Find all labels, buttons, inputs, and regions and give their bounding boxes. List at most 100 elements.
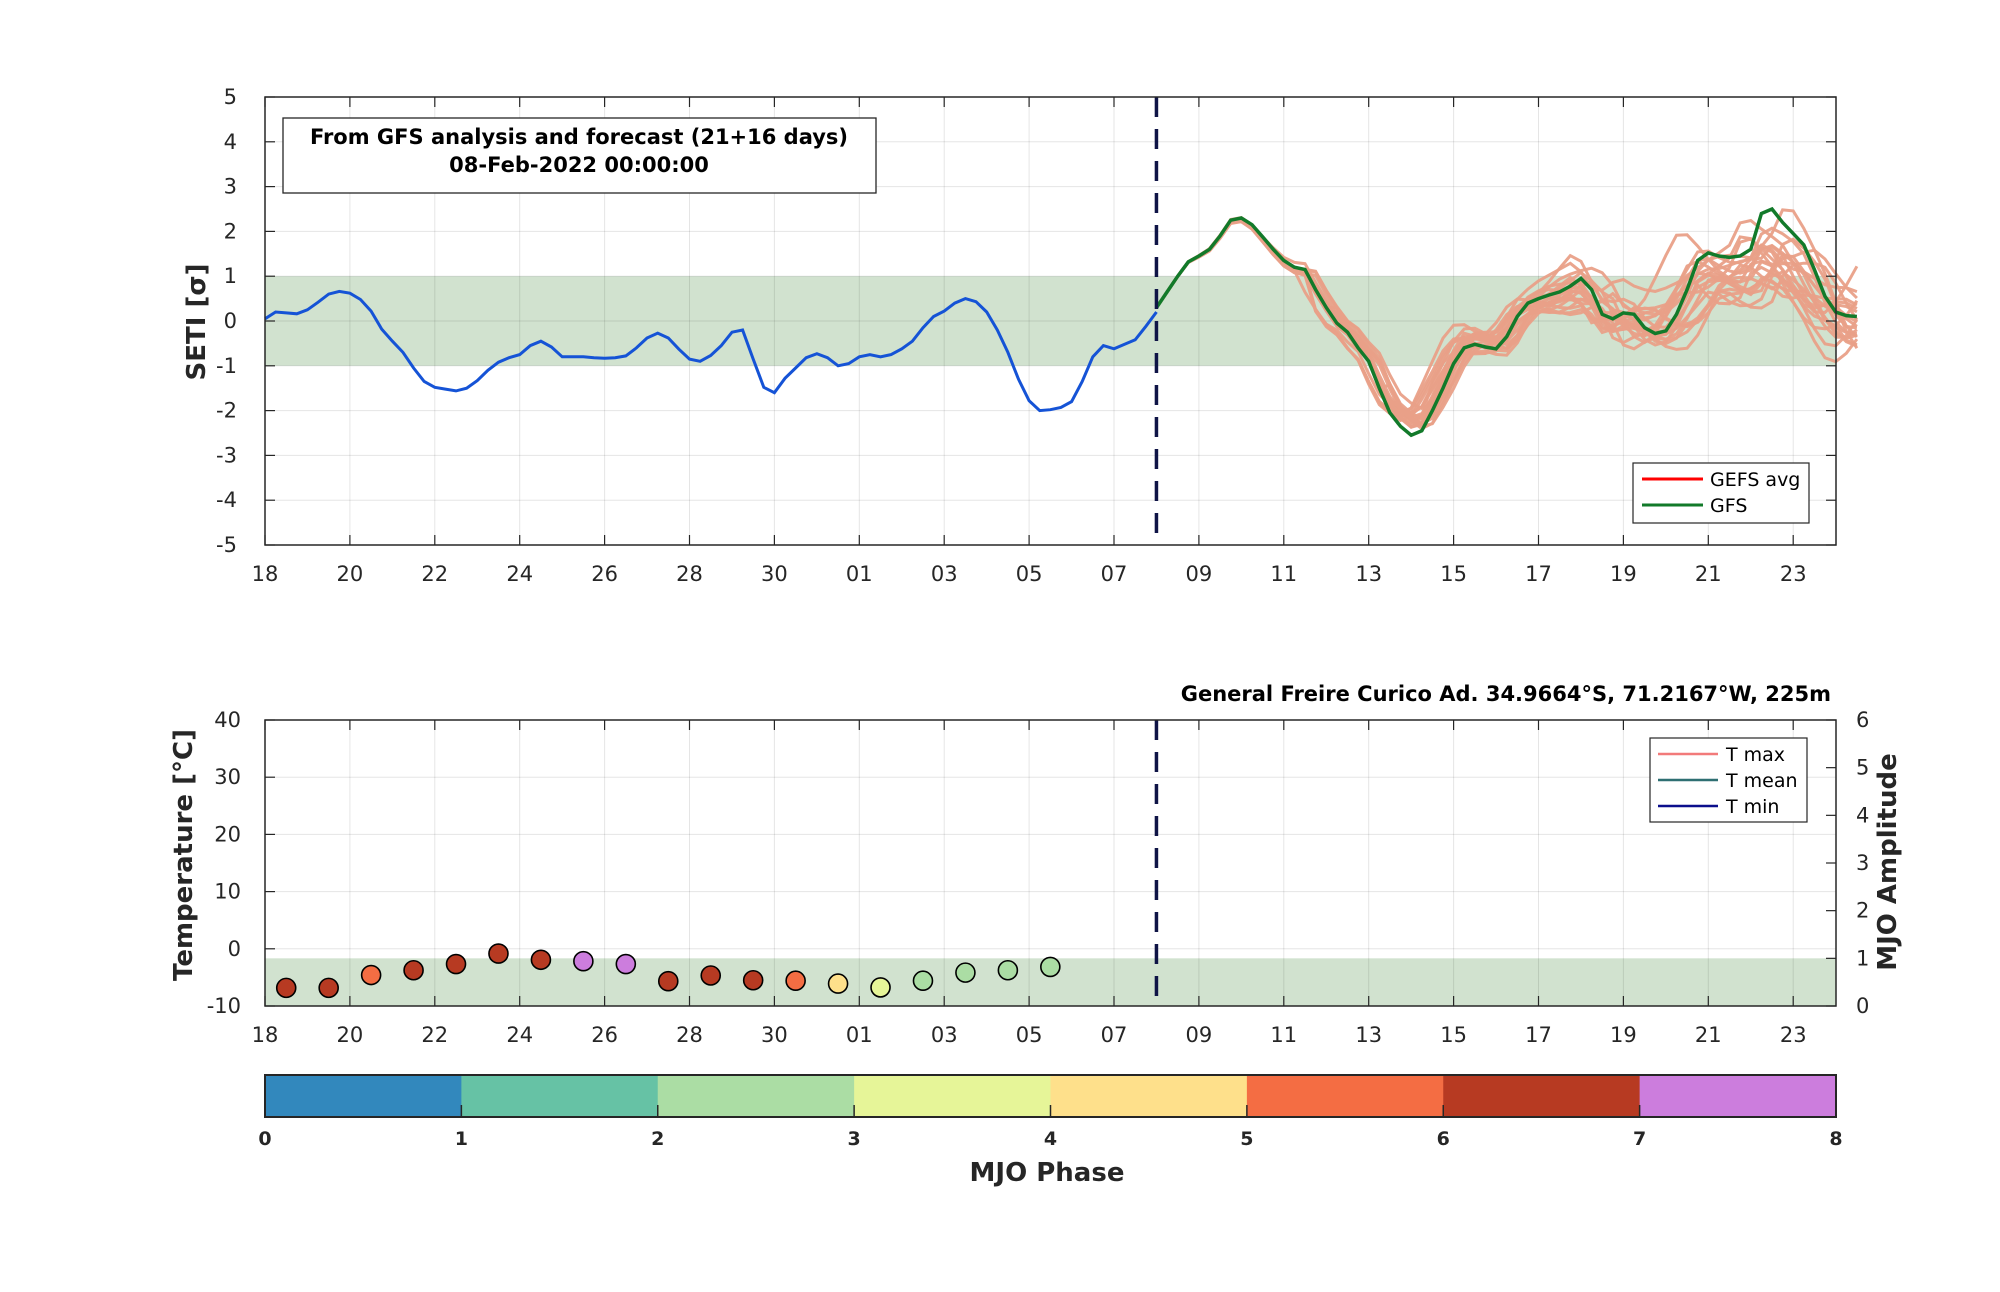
colorbar-tick-label: 5 bbox=[1240, 1128, 1253, 1150]
seti-xtick-label: 24 bbox=[506, 562, 533, 586]
mjo-amplitude-tick-label: 4 bbox=[1856, 803, 1869, 827]
mjo-phase-point bbox=[488, 943, 509, 964]
seti-xtick-label: 15 bbox=[1440, 562, 1467, 586]
colorbar-segment-phase-4 bbox=[854, 1075, 1051, 1117]
info-box-line-2: 08-Feb-2022 00:00:00 bbox=[449, 153, 709, 177]
seti-xtick-label: 18 bbox=[252, 562, 279, 586]
seti-xtick-label: 21 bbox=[1695, 562, 1722, 586]
mjo-amplitude-tick-label: 6 bbox=[1856, 708, 1869, 732]
temperature-xtick-label: 13 bbox=[1355, 1023, 1382, 1047]
mjo-phase-point bbox=[955, 962, 976, 983]
seti-xtick-label: 19 bbox=[1610, 562, 1637, 586]
legend-tmax-label: T max bbox=[1725, 744, 1785, 766]
temperature-ytick-label: 20 bbox=[214, 822, 241, 846]
seti-y-ticks: -5 -4 -3 -2 -1 0 1 2 3 4 5 bbox=[216, 85, 1836, 557]
gefs-member-line bbox=[1155, 218, 1859, 425]
seti-xtick-label: 07 bbox=[1101, 562, 1128, 586]
seti-ytick-label: 4 bbox=[224, 130, 237, 154]
mjo-phase-point bbox=[997, 959, 1019, 981]
seti-x-ticks: 18 20 22 24 26 28 30 01 03 05 07 09 11 13 15 17 19 21 23 bbox=[252, 97, 1807, 586]
seti-ytick-label: 0 bbox=[224, 309, 237, 333]
mjo-phase-point bbox=[742, 969, 764, 991]
mjo-amplitude-tick-label: 5 bbox=[1856, 756, 1869, 780]
temperature-xtick-label: 24 bbox=[506, 1023, 533, 1047]
info-box: From GFS analysis and forecast (21+16 da… bbox=[282, 117, 877, 194]
mjo-phase-point bbox=[870, 977, 891, 998]
colorbar-segment-phase-2 bbox=[461, 1075, 659, 1117]
colorbar-tick-label: 3 bbox=[848, 1128, 861, 1150]
seti-xtick-label: 23 bbox=[1780, 562, 1807, 586]
colorbar-tick-label: 0 bbox=[258, 1128, 271, 1150]
seti-xtick-label: 13 bbox=[1355, 562, 1382, 586]
mjo-phase-point bbox=[530, 949, 552, 971]
legend-tmean-label: T mean bbox=[1725, 770, 1798, 792]
colorbar-tick-label: 4 bbox=[1044, 1128, 1057, 1150]
temperature-xtick-label: 03 bbox=[931, 1023, 958, 1047]
mjo-phase-point bbox=[403, 959, 424, 981]
mjo-phase-colorbar: 0 1 2 3 4 5 6 7 8 MJO Phase bbox=[258, 1074, 1843, 1188]
colorbar-tick-label: 6 bbox=[1437, 1128, 1450, 1150]
seti-ytick-label: 1 bbox=[224, 264, 237, 288]
temperature-y-axis-label: Temperature [°C] bbox=[169, 729, 199, 981]
seti-y-axis-label: SETI [σ] bbox=[182, 264, 212, 381]
colorbar-segments bbox=[265, 1075, 1837, 1117]
info-box-line-1: From GFS analysis and forecast (21+16 da… bbox=[310, 125, 848, 149]
colorbar-tick-label: 2 bbox=[651, 1128, 664, 1150]
seti-xtick-label: 30 bbox=[761, 562, 788, 586]
mjo-phase-point bbox=[700, 965, 722, 986]
temperature-xtick-label: 09 bbox=[1186, 1023, 1213, 1047]
seti-xtick-label: 11 bbox=[1270, 562, 1297, 586]
colorbar-ticks: 0 1 2 3 4 5 6 7 8 bbox=[258, 1105, 1843, 1150]
colorbar-segment-phase-3 bbox=[657, 1075, 855, 1117]
temperature-xtick-label: 30 bbox=[761, 1023, 788, 1047]
colorbar-segment-phase-6 bbox=[1246, 1075, 1444, 1117]
seti-ytick-label: -3 bbox=[216, 443, 237, 467]
temperature-xtick-label: 05 bbox=[1016, 1023, 1043, 1047]
temperature-ytick-label: 30 bbox=[214, 765, 241, 789]
seti-ytick-label: -2 bbox=[216, 399, 237, 423]
temperature-legend: T max T mean T min bbox=[1649, 737, 1808, 823]
mjo-amplitude-axis-label: MJO Amplitude bbox=[1873, 753, 1903, 971]
seti-ytick-label: -5 bbox=[216, 533, 237, 557]
seti-xtick-label: 22 bbox=[421, 562, 448, 586]
temperature-xtick-label: 18 bbox=[252, 1023, 279, 1047]
mjo-phase-point bbox=[445, 953, 467, 975]
temperature-ytick-label: -10 bbox=[207, 994, 241, 1018]
temperature-xtick-label: 23 bbox=[1780, 1023, 1807, 1047]
temperature-xtick-label: 11 bbox=[1270, 1023, 1297, 1047]
mjo-phase-point bbox=[1040, 956, 1061, 978]
seti-legend: GEFS avg GFS bbox=[1632, 462, 1810, 524]
temperature-xtick-label: 20 bbox=[337, 1023, 364, 1047]
seti-xtick-label: 03 bbox=[931, 562, 958, 586]
colorbar-label: MJO Phase bbox=[970, 1158, 1125, 1188]
station-title: General Freire Curico Ad. 34.9664°S, 71.… bbox=[1181, 682, 1831, 706]
mjo-points bbox=[275, 943, 1061, 999]
temperature-xtick-label: 17 bbox=[1525, 1023, 1552, 1047]
seti-xtick-label: 17 bbox=[1525, 562, 1552, 586]
mjo-phase-point bbox=[360, 964, 382, 986]
seti-xtick-label: 20 bbox=[337, 562, 364, 586]
mjo-phase-point bbox=[827, 973, 849, 994]
mjo-amplitude-tick-label: 2 bbox=[1856, 899, 1869, 923]
colorbar-tick-label: 7 bbox=[1633, 1128, 1646, 1150]
temperature-xtick-label: 28 bbox=[676, 1023, 703, 1047]
seti-xtick-label: 01 bbox=[846, 562, 873, 586]
mjo-phase-point bbox=[318, 977, 339, 999]
temperature-xtick-label: 07 bbox=[1101, 1023, 1128, 1047]
colorbar-segment-phase-8 bbox=[1639, 1075, 1837, 1117]
mjo-amplitude-ticks: 0 1 2 3 4 5 6 bbox=[1826, 708, 1869, 1018]
mjo-phase-point bbox=[615, 953, 637, 975]
colorbar-segment-phase-1 bbox=[265, 1075, 462, 1117]
colorbar-tick-label: 1 bbox=[455, 1128, 468, 1150]
mjo-phase-point bbox=[912, 970, 934, 992]
legend-gfs-label: GFS bbox=[1710, 495, 1747, 517]
seti-ytick-label: 3 bbox=[224, 175, 237, 199]
temperature-ytick-label: 40 bbox=[214, 708, 241, 732]
temperature-xtick-label: 26 bbox=[591, 1023, 618, 1047]
mjo-amplitude-tick-label: 3 bbox=[1856, 851, 1869, 875]
mjo-phase-point bbox=[573, 950, 594, 972]
temperature-xtick-label: 22 bbox=[421, 1023, 448, 1047]
